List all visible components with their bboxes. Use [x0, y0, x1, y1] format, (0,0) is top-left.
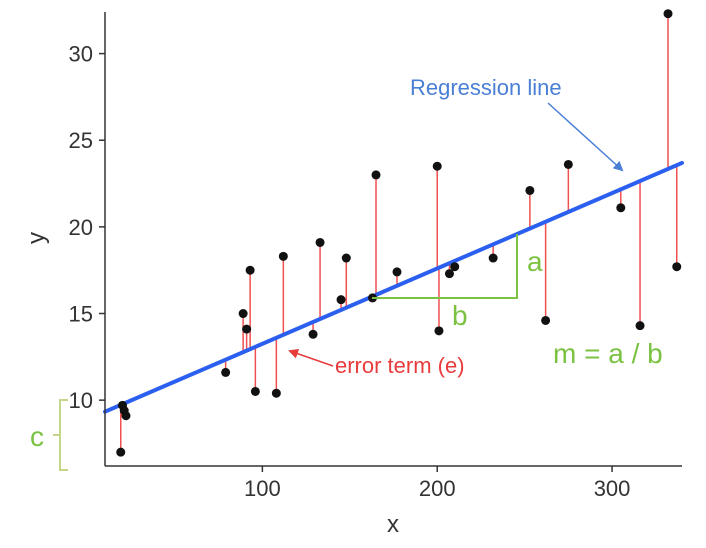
data-point	[371, 170, 381, 180]
data-point	[616, 203, 626, 213]
data-point	[271, 388, 281, 398]
slope-triangle	[372, 234, 518, 299]
data-point	[541, 315, 551, 325]
x-tick-label: 100	[244, 476, 281, 501]
data-point	[308, 329, 318, 339]
y-tick-label: 20	[69, 215, 93, 240]
slope-a-label: a	[527, 246, 543, 277]
y-tick-label: 30	[69, 42, 93, 67]
data-points	[116, 9, 682, 457]
data-point	[336, 295, 346, 305]
error-term-label: error term (e)	[335, 353, 465, 378]
data-point	[242, 324, 252, 334]
data-point	[238, 309, 248, 319]
data-point	[116, 447, 126, 457]
residual-lines	[119, 13, 678, 453]
intercept-c-label: c	[30, 421, 44, 452]
data-point	[221, 367, 231, 377]
y-tick-label: 25	[69, 128, 93, 153]
regression-line-group	[103, 160, 684, 414]
data-point	[563, 159, 573, 169]
data-point	[450, 262, 460, 272]
x-axis-title: x	[387, 511, 399, 538]
error-term-arrow	[288, 348, 334, 367]
slope-b-label: b	[452, 300, 468, 331]
data-point	[525, 185, 535, 195]
data-point	[672, 262, 682, 272]
data-point	[635, 321, 645, 331]
tick-labels: 100 200 300 10 15 20 25 30	[69, 42, 631, 501]
data-point	[245, 265, 255, 275]
axes	[99, 12, 682, 472]
data-point	[392, 267, 402, 277]
data-point	[250, 386, 260, 396]
y-tick-label: 15	[69, 302, 93, 327]
regression-line-label: Regression line	[410, 75, 562, 100]
y-axis-title: y	[23, 232, 50, 244]
data-point	[434, 326, 444, 336]
x-tick-label: 300	[594, 476, 631, 501]
regression-arrow	[547, 102, 624, 172]
data-point	[444, 269, 454, 279]
data-point	[432, 161, 442, 171]
regression-line	[103, 160, 684, 414]
data-point	[488, 253, 498, 263]
data-point	[663, 9, 673, 19]
data-point	[278, 251, 288, 261]
slope-formula: m = a / b	[553, 338, 663, 369]
intercept-bracket	[53, 399, 68, 471]
data-point	[341, 253, 351, 263]
x-tick-label: 200	[419, 476, 456, 501]
data-point	[121, 411, 131, 421]
y-tick-label: 10	[69, 388, 93, 413]
data-point	[315, 237, 325, 247]
